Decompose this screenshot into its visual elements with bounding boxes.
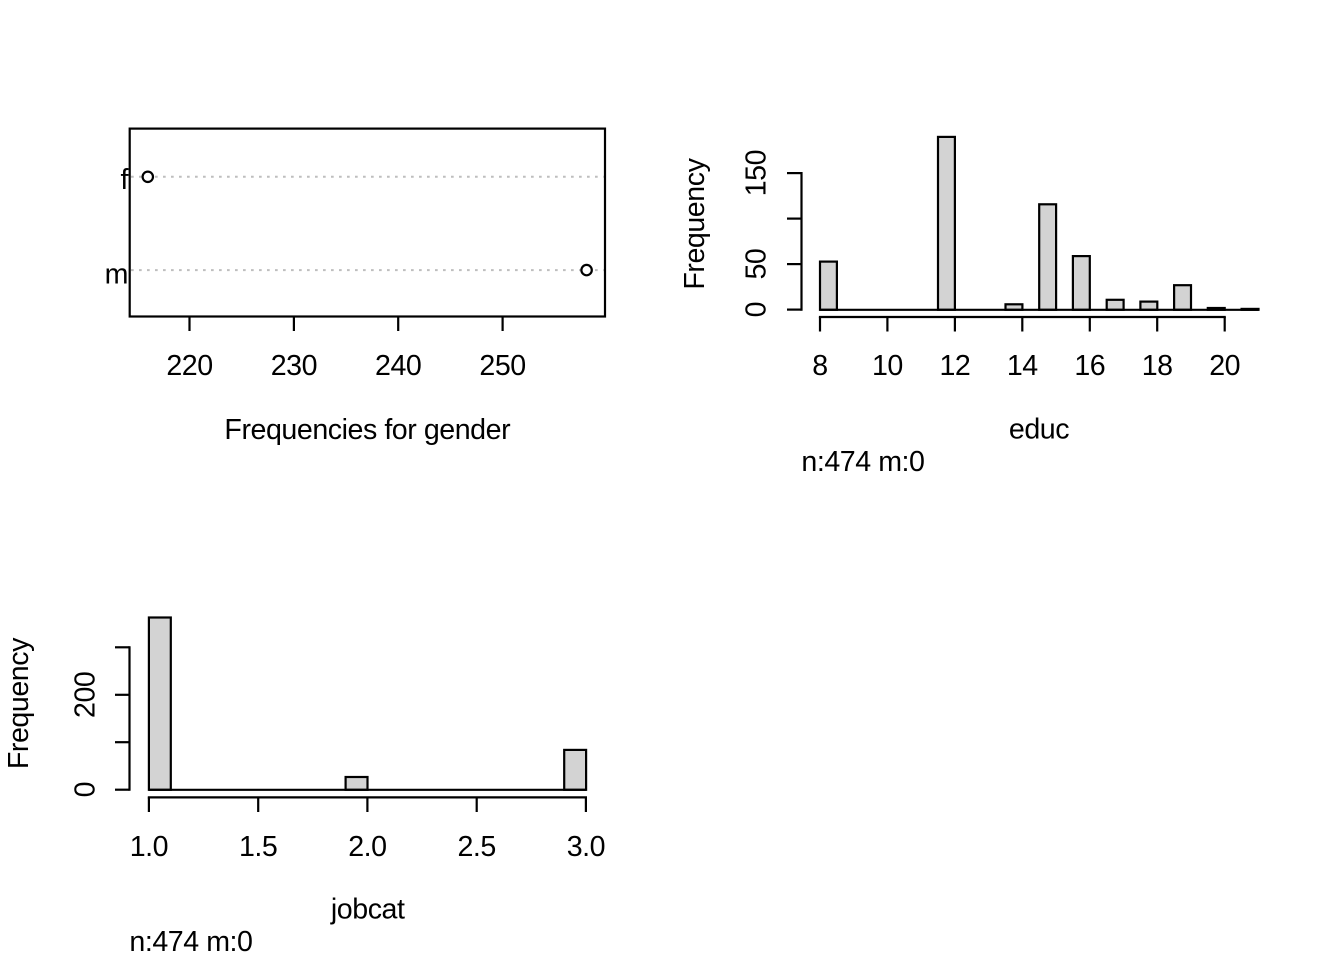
svg-text:14: 14 [1007,350,1038,382]
svg-text:0: 0 [741,302,773,317]
svg-text:n:474 m:0: n:474 m:0 [129,926,252,958]
svg-text:20: 20 [1209,350,1240,382]
svg-text:n:474 m:0: n:474 m:0 [801,446,924,478]
svg-text:230: 230 [271,350,317,382]
svg-text:200: 200 [70,672,102,718]
svg-text:18: 18 [1142,350,1173,382]
svg-text:1.0: 1.0 [130,831,168,863]
svg-text:jobcat: jobcat [330,894,405,926]
svg-text:Frequency: Frequency [679,157,711,289]
svg-text:0: 0 [70,782,102,797]
svg-text:150: 150 [741,150,773,196]
svg-text:2.0: 2.0 [348,831,386,863]
svg-text:220: 220 [166,350,212,382]
svg-text:50: 50 [741,249,773,280]
svg-text:16: 16 [1074,350,1105,382]
svg-text:3.0: 3.0 [567,831,605,863]
svg-text:2.5: 2.5 [457,831,495,863]
svg-text:f: f [121,164,129,196]
svg-text:250: 250 [479,350,525,382]
svg-text:8: 8 [812,350,827,382]
svg-text:Frequencies for gender: Frequencies for gender [224,414,511,446]
svg-text:Frequency: Frequency [3,637,35,769]
svg-text:12: 12 [939,350,970,382]
svg-text:10: 10 [872,350,903,382]
svg-text:m: m [105,259,128,291]
svg-text:educ: educ [1009,414,1069,446]
svg-text:240: 240 [375,350,421,382]
svg-text:1.5: 1.5 [239,831,277,863]
